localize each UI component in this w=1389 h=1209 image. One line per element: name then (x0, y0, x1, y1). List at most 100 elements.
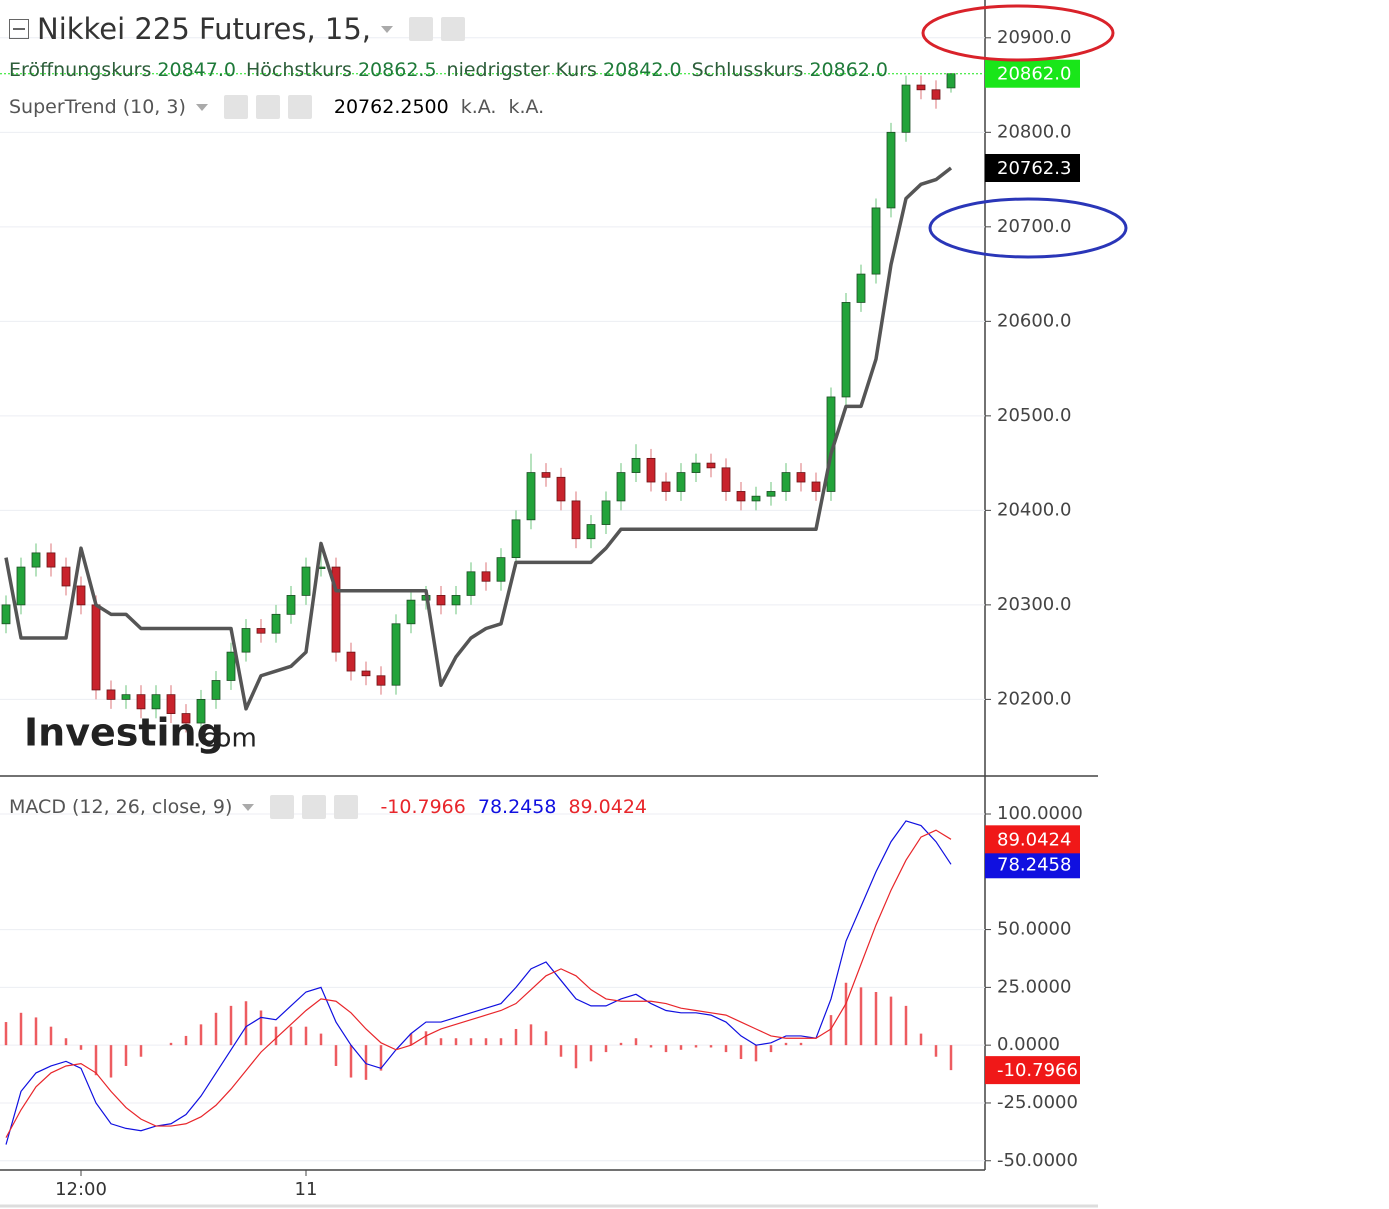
macd-line (5, 829, 952, 1138)
candle-body (676, 472, 686, 492)
candle-body (151, 694, 161, 710)
indicator-value: 78.2458 (477, 796, 557, 818)
candle-body (91, 604, 101, 691)
candle-body (121, 694, 131, 700)
ohlc-value: 20847.0 (157, 59, 236, 81)
candle-body (691, 462, 701, 473)
x-tick-label: 12:00 (55, 1179, 107, 1200)
y-tick-label: 20200.0 (997, 688, 1071, 709)
y-tick-label: 0.0000 (997, 1034, 1060, 1055)
y-tick-label: 25.0000 (997, 976, 1071, 997)
settings-button[interactable] (255, 95, 280, 119)
chart-title: Nikkei 225 Futures, 15, (37, 12, 372, 46)
watermark-brand: Investing (24, 711, 224, 755)
candle-body (601, 500, 611, 525)
candle-body (241, 628, 251, 653)
y-tick-label: -25.0000 (997, 1092, 1078, 1113)
visibility-button[interactable] (270, 795, 295, 819)
settings-button[interactable] (441, 17, 466, 41)
ohlc-name: niedrigster Kurs (446, 59, 597, 81)
price-tag-label: -10.7966 (997, 1060, 1078, 1081)
candle-body (376, 675, 386, 686)
candle-body (706, 462, 716, 469)
indicator-values: 20762.2500 k.A. k.A. (334, 96, 544, 118)
candle-body (1, 604, 11, 625)
candle-body (136, 694, 146, 710)
price-tag-label: 20862.0 (997, 64, 1071, 85)
candle-body (931, 89, 941, 100)
dropdown[interactable] (242, 803, 255, 811)
indicator-value: 89.0424 (568, 796, 648, 818)
visibility-button[interactable] (409, 17, 434, 41)
indicator-values: -10.7966 78.2458 89.0424 (380, 796, 647, 818)
ohlc-value: 20862.0 (809, 59, 889, 81)
ohlc-value: 20842.0 (602, 59, 682, 81)
visibility-button[interactable] (223, 95, 248, 119)
candle-body (481, 571, 491, 582)
macd-line (5, 820, 952, 1145)
price-tag (985, 850, 1080, 879)
annotation-circle (928, 197, 1128, 259)
candle-body (856, 273, 866, 303)
ohlc-value: 20862.5 (357, 59, 437, 81)
candle-body (406, 599, 416, 625)
collapse-button[interactable] (9, 19, 29, 39)
settings-button[interactable] (302, 795, 327, 819)
candle-body (556, 476, 566, 502)
candle-body (76, 585, 86, 606)
indicator-name: SuperTrend (10, 3) (9, 96, 186, 118)
y-tick-label: 20300.0 (997, 594, 1071, 615)
candle-body (451, 595, 461, 606)
candle-body (571, 500, 581, 540)
candle-body (196, 698, 206, 724)
y-tick-label: 20700.0 (997, 216, 1071, 237)
candle-body (391, 623, 401, 686)
ohlc-item: Höchstkurs 20862.5 (246, 59, 437, 81)
candle-body (586, 524, 596, 540)
price-tag-label: 20762.3 (997, 158, 1071, 179)
candle-body (181, 713, 191, 724)
price-tag-label: 78.2458 (997, 854, 1071, 875)
y-tick-label: 20400.0 (997, 499, 1071, 520)
candle-body (661, 481, 671, 492)
ohlc-legend: Eröffnungskurs 20847.0 Höchstkurs 20862.5… (9, 59, 888, 81)
candle-body (796, 472, 806, 483)
dropdown[interactable] (381, 25, 394, 33)
y-tick-label: 50.0000 (997, 919, 1071, 940)
remove-button[interactable] (287, 95, 312, 119)
remove-button[interactable] (334, 795, 359, 819)
indicator-value: -10.7966 (380, 796, 466, 818)
ohlc-item: Schlusskurs 20862.0 (692, 59, 888, 81)
candle-body (271, 613, 281, 634)
candle-body (346, 651, 356, 672)
candle-body (211, 680, 221, 700)
y-tick-label: 100.0000 (997, 803, 1083, 824)
y-tick-label: 20500.0 (997, 405, 1071, 426)
candle-body (916, 84, 926, 91)
indicator-value: 20762.2500 (333, 96, 449, 118)
watermark: Investing .com (24, 711, 257, 755)
candle-body (946, 73, 956, 89)
indicator-name: MACD (12, 26, close, 9) (9, 796, 233, 818)
candle-body (16, 566, 26, 606)
candle-body (511, 519, 521, 559)
ohlc-item: Eröffnungskurs 20847.0 (9, 59, 236, 81)
watermark-domain: .com (193, 724, 257, 754)
candle-body (841, 302, 851, 398)
x-tick-label: 11 (295, 1179, 318, 1200)
price-tag (985, 825, 1080, 854)
candle-body (436, 595, 446, 606)
candle-body (46, 552, 56, 568)
dropdown[interactable] (195, 103, 208, 111)
candle-body (541, 472, 551, 478)
y-tick-label: 20800.0 (997, 121, 1071, 142)
candle-body (286, 595, 296, 615)
candle-body (901, 84, 911, 133)
y-tick-label: 20900.0 (997, 27, 1071, 48)
price-tag (985, 1056, 1080, 1085)
candle-body (166, 694, 176, 714)
ohlc-name: Höchstkurs (246, 59, 352, 81)
ohlc-name: Eröffnungskurs (9, 59, 152, 81)
price-tag-label: 89.0424 (997, 829, 1071, 850)
